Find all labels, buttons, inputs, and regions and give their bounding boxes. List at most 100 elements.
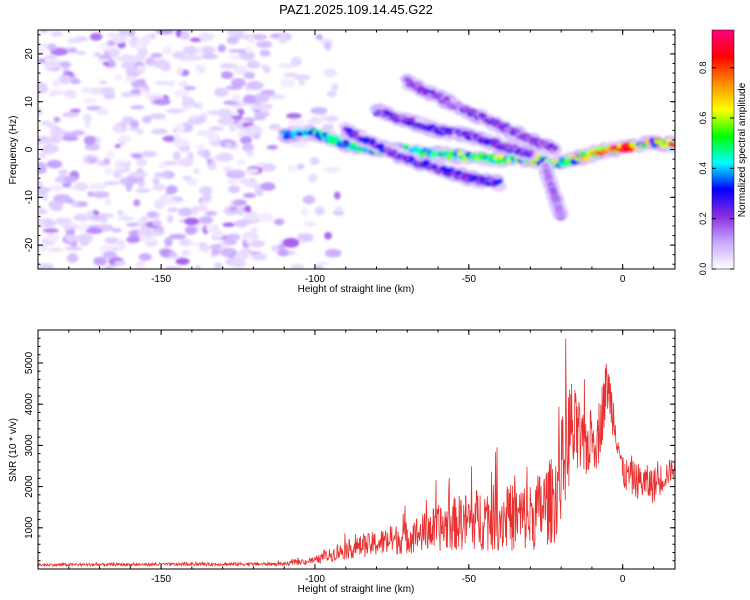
noise-speck [235, 159, 247, 165]
noise-speck [282, 237, 300, 248]
noise-speck [130, 89, 141, 95]
noise-speck [38, 181, 43, 189]
main-track-peak [594, 146, 603, 152]
noise-speck [98, 54, 113, 60]
noise-speck [260, 182, 276, 191]
noise-speck [63, 175, 78, 183]
noise-speck [84, 121, 91, 129]
noise-speck [175, 30, 182, 38]
noise-speck [111, 228, 122, 233]
noise-speck [246, 80, 264, 91]
noise-speck [182, 97, 196, 107]
noise-speck [121, 215, 131, 222]
noise-speck [149, 113, 166, 120]
noise-speck [268, 123, 281, 131]
noise-speck [141, 150, 158, 158]
noise-speck [117, 209, 124, 216]
upper-branch-mark [551, 145, 559, 151]
colorbar-label: Normalized spectral amplitude [737, 82, 748, 217]
x-tick-label: -50 [462, 574, 477, 585]
noise-speck [266, 145, 279, 150]
noise-speck [245, 236, 254, 244]
colorbar-tick-label: 0.4 [698, 162, 708, 175]
noise-speck [53, 116, 61, 123]
colorbar-tick-label: 0.2 [698, 212, 708, 225]
noise-speck [200, 243, 210, 253]
noise-speck [68, 37, 86, 43]
noise-speck [154, 172, 170, 178]
noise-speck [245, 46, 253, 53]
noise-speck [287, 250, 296, 255]
noise-speck [104, 198, 112, 205]
noise-speck [261, 64, 270, 70]
snr-frame [37, 329, 676, 570]
noise-speck [228, 170, 245, 179]
noise-speck [196, 101, 203, 110]
noise-speck [40, 120, 52, 126]
noise-speck [220, 71, 234, 80]
noise-speck [323, 68, 337, 78]
noise-speck [104, 265, 115, 269]
noise-speck [54, 217, 73, 225]
noise-speck [102, 250, 117, 260]
noise-speck [241, 248, 251, 254]
noise-speck [125, 75, 137, 83]
x-tick-label: -100 [305, 574, 325, 585]
noise-speck [135, 188, 151, 193]
noise-speck [307, 118, 323, 125]
noise-speck [99, 80, 108, 85]
noise-speck [168, 251, 178, 257]
noise-speck [58, 74, 72, 85]
noise-speck [206, 158, 213, 166]
noise-speck [290, 263, 305, 269]
noise-speck [112, 125, 125, 133]
noise-speck [114, 160, 130, 165]
x-tick-label: -150 [151, 274, 171, 285]
noise-speck [183, 45, 197, 56]
noise-speck [217, 108, 233, 118]
noise-speck [197, 64, 206, 75]
noise-speck [100, 213, 108, 223]
noise-speck [183, 85, 196, 91]
noise-speck [314, 206, 325, 216]
noise-speck [310, 107, 328, 115]
noise-speck [243, 71, 256, 80]
noise-speck [38, 242, 48, 252]
noise-speck [89, 32, 103, 41]
noise-speck [198, 186, 213, 195]
main-track-peak [578, 151, 587, 156]
noise-speck [213, 87, 229, 97]
main-track-mark [583, 155, 591, 162]
noise-speck [246, 36, 256, 44]
noise-speck [226, 35, 240, 45]
noise-speck [255, 40, 273, 49]
noise-speck [129, 105, 145, 110]
noise-speck [233, 219, 249, 228]
noise-speck [141, 115, 152, 124]
noise-speck [145, 57, 156, 66]
noise-speck [117, 239, 126, 246]
noise-speck [46, 159, 63, 169]
noise-speck [182, 175, 192, 181]
noise-speck [239, 178, 252, 185]
noise-speck [241, 211, 249, 217]
noise-speck [172, 151, 181, 161]
noise-speck [186, 151, 194, 161]
noise-speck [107, 58, 115, 66]
noise-speck [47, 43, 57, 51]
noise-speck [198, 32, 215, 42]
snr-panel: -150 -100 -50 0 1000 2000 3000 4000 5000 Height … [8, 329, 676, 595]
noise-speck [38, 44, 45, 55]
noise-speck [230, 78, 246, 87]
noise-speck [114, 260, 126, 266]
noise-speck [214, 262, 223, 269]
noise-speck [234, 251, 249, 261]
noise-speck [246, 60, 261, 69]
noise-speck [226, 233, 241, 241]
noise-speck [244, 205, 252, 214]
noise-speck [65, 234, 78, 243]
noise-speck [201, 53, 218, 60]
noise-speck [150, 128, 169, 135]
noise-speck [41, 144, 59, 154]
